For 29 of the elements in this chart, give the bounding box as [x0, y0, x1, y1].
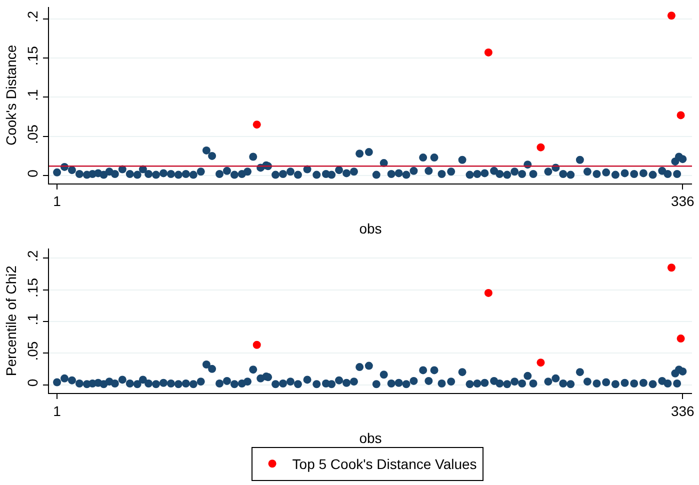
y-tick-label: 0: [24, 378, 40, 387]
point: [667, 12, 676, 20]
x-tick-label: 1: [53, 193, 62, 210]
y-tick-label: .1: [24, 313, 40, 326]
y-tick-label: .2: [24, 250, 40, 262]
point: [484, 48, 492, 56]
y-tick-label: .15: [24, 278, 40, 298]
y-tick-label: .15: [24, 46, 40, 66]
y-tick-label: .1: [24, 89, 40, 101]
x-tick-label: 1: [53, 402, 62, 419]
point: [536, 143, 545, 152]
point: [252, 120, 261, 129]
y-tick-label: .05: [24, 341, 40, 361]
x-tick-label: 336: [670, 402, 695, 419]
point: [676, 111, 685, 120]
legend-label: Top 5 Cook's Distance Values: [292, 456, 477, 472]
point: [676, 334, 685, 343]
y-tick-label: .05: [24, 124, 40, 144]
x-axis-title: obs: [359, 220, 382, 236]
point: [484, 288, 492, 297]
y-tick-label: .2: [24, 10, 40, 23]
y-axis-title: Cook's Distance: [3, 44, 19, 146]
y-axis-title: Percentile of Chi2: [3, 265, 19, 376]
point: [536, 358, 545, 367]
y-tick-label: 0: [24, 169, 40, 178]
point: [667, 264, 676, 272]
x-tick-label: 336: [670, 193, 695, 210]
x-axis-title: obs: [359, 430, 382, 446]
point: [252, 340, 261, 349]
